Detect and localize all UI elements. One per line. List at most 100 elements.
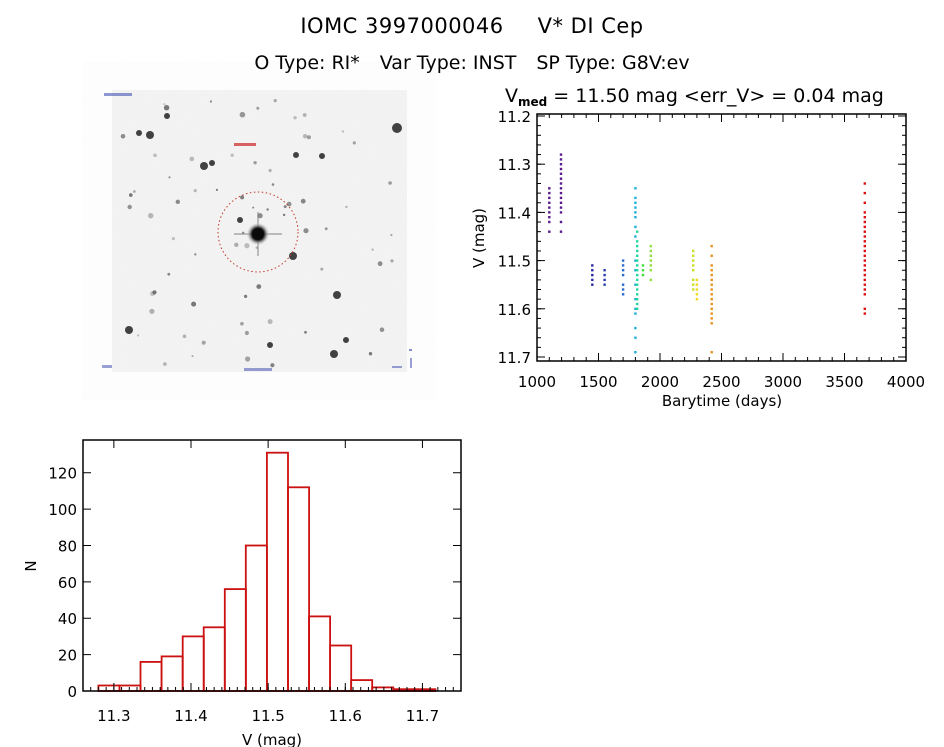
data-point xyxy=(641,269,645,272)
field-star xyxy=(127,204,132,210)
data-point xyxy=(559,182,563,185)
field-star xyxy=(368,352,373,356)
x-tick-label: 2500 xyxy=(702,373,740,391)
field-star xyxy=(392,123,402,133)
data-point xyxy=(710,307,713,310)
field-star xyxy=(168,176,171,179)
data-point xyxy=(649,244,652,248)
data-point xyxy=(634,196,637,200)
field-star xyxy=(256,106,260,110)
data-point xyxy=(710,302,713,306)
field-star xyxy=(137,334,140,337)
data-point xyxy=(559,230,563,233)
field-star xyxy=(175,199,180,204)
data-point xyxy=(548,196,551,200)
histogram-bar xyxy=(139,661,163,692)
data-point xyxy=(863,244,866,248)
y-tick-label: 0 xyxy=(67,683,77,701)
sky-label-bottom-center xyxy=(244,368,272,371)
data-point xyxy=(863,211,866,214)
chart-subtitle: O Type: RI* Var Type: INST SP Type: G8V:ev xyxy=(0,52,944,74)
y-tick-label: 11.3 xyxy=(498,156,531,174)
field-star xyxy=(302,113,307,117)
x-tick-label: 11.3 xyxy=(97,707,130,725)
field-star xyxy=(253,161,257,165)
data-point xyxy=(863,278,866,282)
data-point xyxy=(641,264,645,267)
histogram-ticks: 11.3 11.4 11.5 11.6 11.7 0 20 40 60 80 100 120 xyxy=(48,440,462,725)
histogram-xlabel: V (mag) xyxy=(242,731,302,747)
data-point xyxy=(634,269,637,272)
light-curve-title: Vmed = 11.50 mag <err_V> = 0.04 mag xyxy=(505,85,884,109)
field-star xyxy=(171,237,175,241)
data-point xyxy=(649,264,652,267)
data-point xyxy=(603,283,606,286)
data-point xyxy=(621,259,625,262)
data-point xyxy=(636,302,639,306)
x-tick-label: 11.5 xyxy=(251,707,284,725)
field-star xyxy=(163,105,170,111)
data-point xyxy=(636,254,639,257)
field-star xyxy=(256,284,262,289)
data-point xyxy=(591,269,594,272)
data-point xyxy=(636,278,639,282)
data-point xyxy=(710,288,713,291)
data-point xyxy=(634,216,637,219)
histogram-bar xyxy=(202,626,226,692)
field-star xyxy=(283,205,287,209)
field-star xyxy=(125,326,133,334)
data-point xyxy=(710,351,713,354)
data-point xyxy=(863,283,866,286)
field-star xyxy=(244,243,250,249)
field-stars xyxy=(120,99,402,368)
data-point xyxy=(710,322,713,325)
data-point xyxy=(559,153,563,156)
data-point xyxy=(548,230,551,233)
y-tick-label: 11.2 xyxy=(498,108,531,126)
histogram-bar xyxy=(287,486,311,692)
data-point xyxy=(621,264,625,267)
field-star xyxy=(333,291,341,299)
data-point xyxy=(710,269,713,272)
data-point xyxy=(548,220,551,224)
field-star xyxy=(341,130,345,133)
histogram-bar xyxy=(181,635,205,692)
field-star xyxy=(377,261,383,267)
field-star xyxy=(286,201,292,207)
data-point xyxy=(863,182,866,185)
data-point xyxy=(649,254,652,257)
scale-bar xyxy=(392,349,412,368)
x-tick-label: 11.6 xyxy=(329,707,362,725)
data-point xyxy=(591,264,594,267)
field-star xyxy=(271,183,275,186)
data-point xyxy=(863,293,866,296)
data-point xyxy=(863,307,866,310)
field-star xyxy=(267,342,273,348)
data-point xyxy=(863,288,866,291)
field-star xyxy=(164,113,170,119)
field-star xyxy=(129,193,133,197)
data-point xyxy=(692,259,695,262)
histogram-bar xyxy=(244,544,268,692)
field-star xyxy=(289,252,297,260)
field-star xyxy=(268,168,272,173)
data-point xyxy=(692,278,695,282)
data-point xyxy=(548,187,551,190)
field-star xyxy=(245,356,251,362)
data-point xyxy=(559,158,563,161)
data-point xyxy=(548,206,551,209)
data-point xyxy=(649,278,652,282)
field-star xyxy=(343,337,349,343)
data-point xyxy=(591,273,594,277)
data-point xyxy=(634,211,637,214)
data-point xyxy=(863,235,866,238)
data-point xyxy=(710,283,713,286)
data-point xyxy=(692,283,695,286)
x-tick-label: 4000 xyxy=(887,373,925,391)
field-star xyxy=(234,242,239,247)
data-point xyxy=(695,278,699,282)
histogram-frame xyxy=(82,439,462,692)
data-point xyxy=(636,249,639,253)
data-point xyxy=(710,312,713,315)
field-star xyxy=(390,233,393,237)
